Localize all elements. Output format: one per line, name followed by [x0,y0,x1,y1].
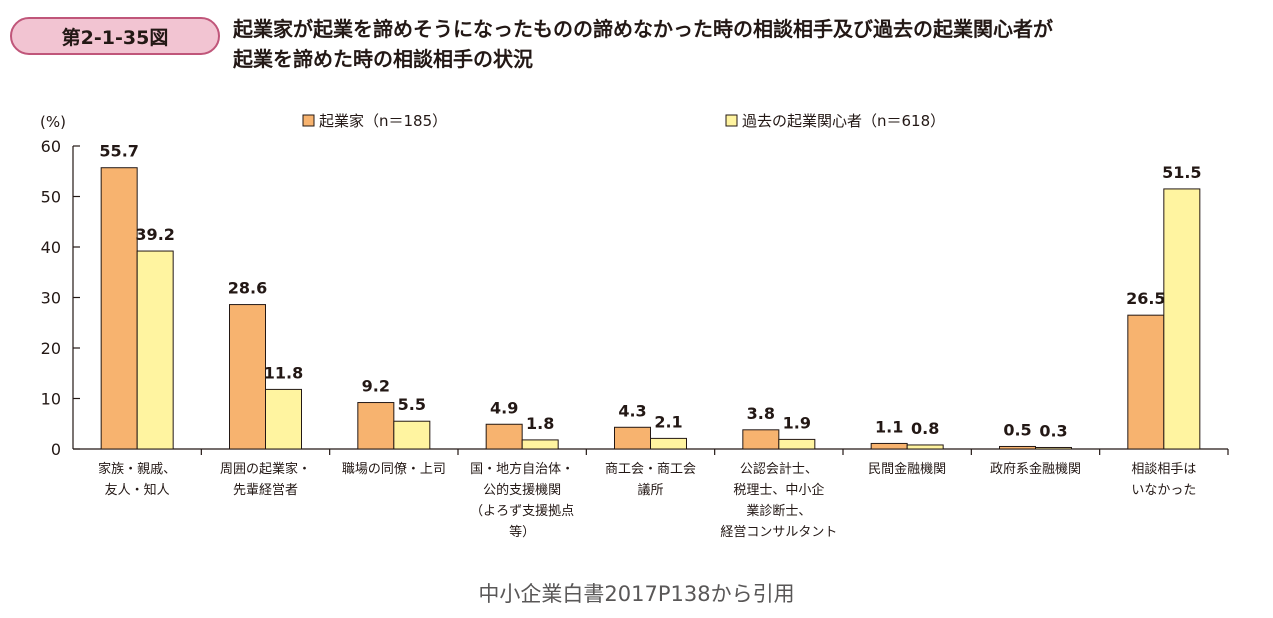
bar-series-1 [614,426,651,450]
bar-series-2 [1035,446,1072,450]
legend-swatch-2 [725,114,738,127]
x-tick-label: 経営コンサルタント [720,525,837,540]
figure-number: 第2-1-35図 [61,26,169,49]
y-tick-label: 40 [41,238,61,257]
x-tick-label: 周囲の起業家・ [220,461,311,477]
data-label-series-2: 11.8 [264,363,303,382]
bar-series-1 [229,304,266,450]
x-tick-label: 先輩経営者 [233,483,298,498]
bar-series-2 [393,420,431,450]
source-caption: 中小企業白書2017P138から引用 [478,582,795,606]
y-tick-label: 0 [51,440,61,459]
x-tick-label: 国・地方自治体・ [470,461,574,477]
y-tick-label: 60 [41,137,61,156]
data-label-series-1: 28.6 [228,279,267,298]
x-tick-label: 商工会・商工会 [605,462,696,477]
data-label-series-1: 4.9 [490,398,518,417]
x-tick-label: 職場の同僚・上司 [342,462,446,477]
data-label-series-1: 0.5 [1003,420,1031,439]
bar-series-2 [136,250,174,450]
y-axis-unit-label: (%) [40,113,66,131]
bar-series-2 [265,388,302,450]
data-label-series-2: 51.5 [1162,163,1201,182]
y-tick-label: 20 [41,339,61,358]
data-label-series-1: 26.5 [1126,289,1165,308]
x-tick-label: 議所 [637,483,663,498]
data-label-series-2: 5.5 [398,395,426,414]
bar-series-1 [870,442,908,450]
bar-series-2 [1163,188,1201,450]
x-tick-label: 等） [509,524,535,540]
figure-title-line-1: 起業家が起業を諦めそうになったものの諦めなかった時の相談相手及び過去の起業関心者… [233,17,1053,41]
data-label-series-2: 0.8 [911,419,939,438]
data-label-series-1: 1.1 [875,417,903,436]
bar-series-1 [485,423,523,450]
figure-title: 起業家が起業を諦めそうになったものの諦めなかった時の相談相手及び過去の起業関心者… [233,14,1263,74]
x-tick-label: 相談相手は [1131,461,1196,477]
figure-number-badge: 第2-1-35図 [10,17,220,55]
data-label-series-1: 4.3 [618,401,646,420]
bar-series-1 [357,402,395,450]
data-label-series-2: 2.1 [654,412,682,431]
legend-swatch-1 [302,114,315,127]
bar-series-2 [906,444,944,450]
x-tick-label: 公的支援機関 [483,482,561,498]
x-tick-label: いなかった [1131,483,1196,498]
x-tick-label: （よろず支援拠点 [470,504,574,519]
bar-chart: (%) 0 10 20 30 40 50 60 起業家（n＝185） 過去の起業関心者（n＝618… [40,112,1229,540]
bar-series-1 [742,429,780,450]
x-tick-label: 税理士、中小企 [733,482,824,498]
bar-series-1 [999,445,1036,450]
y-tick-label: 10 [41,390,61,409]
data-label-series-2: 39.2 [135,225,174,244]
y-tick-label: 30 [41,289,61,308]
bar-series-2 [650,437,687,450]
x-tick-label: 家族・親戚、 [98,461,176,477]
data-label-series-1: 55.7 [99,142,138,161]
x-tick-label: 政府系金融機関 [990,461,1081,477]
bar-series-1 [100,167,138,450]
data-label-series-2: 0.3 [1039,421,1067,440]
bar-series-2 [521,439,559,450]
data-label-series-1: 3.8 [747,404,775,423]
data-label-series-2: 1.8 [526,414,554,433]
bar-series-1 [1127,314,1165,450]
data-label-series-2: 1.9 [783,413,811,432]
figure-title-line-2: 起業を諦めた時の相談相手の状況 [233,47,533,71]
y-tick-label: 50 [41,188,61,207]
legend-label-1: 起業家（n＝185） [319,112,447,130]
x-tick-label: 友人・知人 [105,482,170,498]
legend-label-2: 過去の起業関心者（n＝618） [742,112,945,130]
x-tick-label: 民間金融機関 [868,461,946,477]
x-tick-label: 業診断士、 [746,503,811,519]
x-tick-label: 公認会計士、 [740,461,818,477]
data-label-series-1: 9.2 [362,377,390,396]
bar-series-2 [778,438,816,450]
